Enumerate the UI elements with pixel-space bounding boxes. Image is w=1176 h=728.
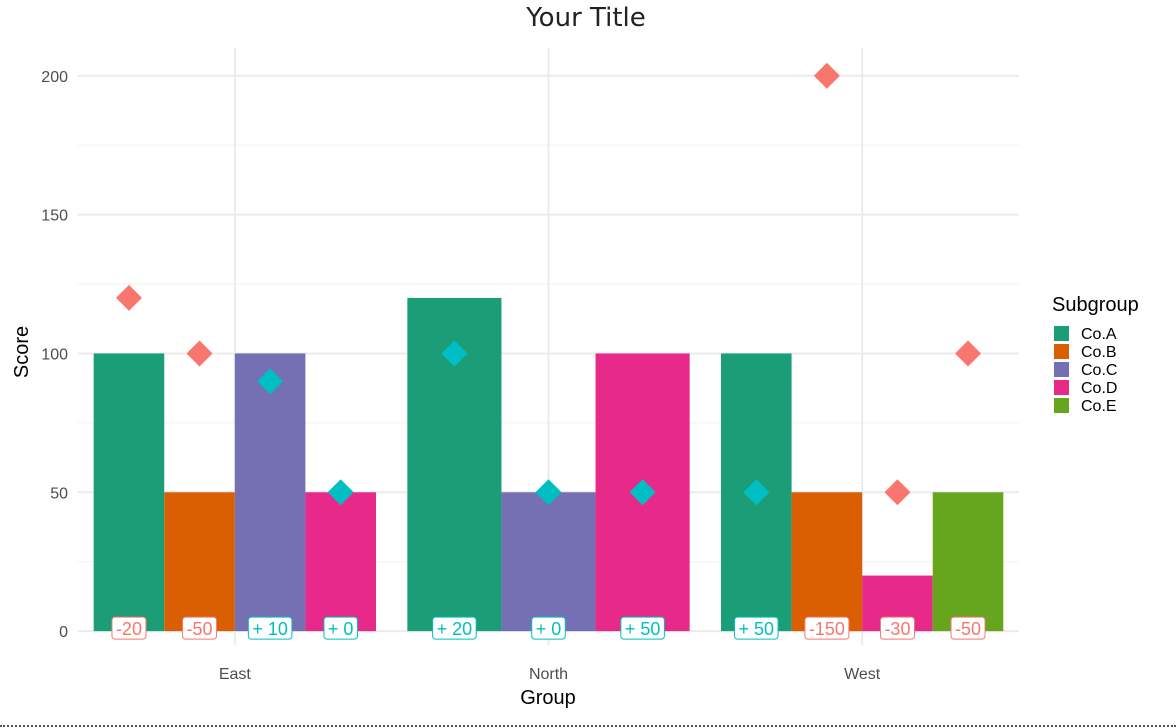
target-marker (884, 479, 911, 506)
delta-label-text: + 20 (437, 619, 473, 639)
x-tick-label: West (844, 666, 881, 683)
target-marker (813, 62, 840, 89)
delta-label-box (111, 616, 147, 640)
delta-label-box (247, 616, 293, 640)
delta-label-box (620, 616, 665, 640)
delta-label-text: -30 (884, 619, 910, 639)
x-tick-label: East (219, 666, 252, 683)
bars (93, 297, 1004, 632)
legend-label: Co.D (1081, 380, 1117, 397)
bar (234, 353, 306, 632)
delta-label: -50 (182, 616, 218, 640)
target-marker (743, 479, 770, 506)
delta-label-text: + 0 (536, 619, 562, 639)
legend: Subgroup Co.ACo.BCo.CCo.DCo.E (1052, 294, 1139, 415)
bar (932, 492, 1004, 632)
delta-label: + 50 (620, 616, 665, 640)
target-marker (327, 479, 354, 506)
delta-label-text: -50 (187, 619, 213, 639)
delta-label-box (734, 616, 779, 640)
delta-label: -30 (879, 616, 915, 640)
legend-swatch (1054, 344, 1069, 359)
delta-labels: -20 -50 + 10 + 0 + 20 + 0 + 50 + 50 -150 -30 -50 (111, 616, 986, 640)
delta-label-text: + 10 (252, 619, 288, 639)
y-tick-label: 100 (41, 346, 68, 363)
delta-label: + 0 (531, 616, 566, 640)
delta-label-text: + 50 (625, 619, 661, 639)
target-marker (955, 340, 982, 367)
delta-label-box (531, 616, 566, 640)
delta-label-text: -50 (955, 619, 981, 639)
bar (501, 492, 596, 632)
target-markers (115, 62, 982, 506)
y-tick-label: 50 (50, 485, 68, 502)
target-marker (441, 340, 468, 367)
target-marker (186, 340, 213, 367)
legend-swatch (1054, 326, 1069, 341)
delta-label: + 0 (323, 616, 358, 640)
y-tick-label: 0 (59, 624, 68, 641)
delta-label-text: -150 (809, 619, 845, 639)
bottom-divider (0, 725, 1176, 727)
y-tick-label: 200 (41, 69, 68, 86)
delta-label: -150 (804, 616, 850, 640)
bar (791, 492, 863, 632)
target-marker (115, 284, 142, 311)
target-marker (535, 479, 562, 506)
legend-label: Co.B (1081, 344, 1117, 361)
delta-label: -20 (111, 616, 147, 640)
delta-label-box (323, 616, 358, 640)
delta-label: + 50 (734, 616, 779, 640)
bar (93, 353, 165, 632)
delta-label: -50 (950, 616, 986, 640)
delta-label: + 10 (247, 616, 293, 640)
chart-title: Your Title (525, 3, 646, 33)
legend-title: Subgroup (1052, 294, 1139, 316)
x-tick-label: North (529, 666, 568, 683)
delta-label-box (804, 616, 850, 640)
delta-label-text: -20 (116, 619, 142, 639)
delta-label-box (432, 616, 477, 640)
legend-swatch (1054, 362, 1069, 377)
y-axis-title: Score (11, 326, 33, 378)
delta-label-text: + 0 (328, 619, 354, 639)
delta-label-text: + 50 (739, 619, 775, 639)
legend-swatch (1054, 398, 1069, 413)
legend-label: Co.E (1081, 398, 1117, 415)
target-marker (629, 479, 656, 506)
axes: 0 50 100 150 200 East North West (41, 69, 881, 683)
delta-label-box (182, 616, 218, 640)
legend-label: Co.C (1081, 362, 1117, 379)
bar (305, 492, 376, 632)
bar (164, 492, 235, 632)
target-marker (257, 368, 284, 395)
delta-label-box (950, 616, 986, 640)
legend-swatch (1054, 380, 1069, 395)
delta-label: + 20 (432, 616, 477, 640)
legend-label: Co.A (1081, 326, 1117, 343)
delta-label-box (879, 616, 915, 640)
y-tick-label: 150 (41, 208, 68, 225)
x-axis-title: Group (520, 687, 576, 709)
